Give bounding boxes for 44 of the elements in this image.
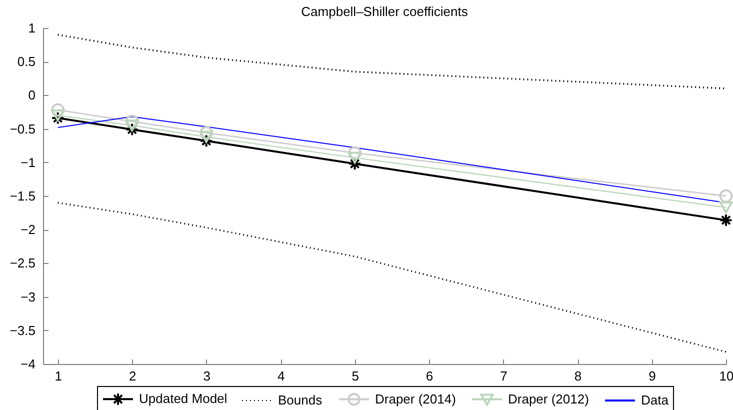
y-tick-label: 0 xyxy=(28,88,36,103)
point xyxy=(348,157,362,170)
x-tick-label: 2 xyxy=(128,368,136,384)
point xyxy=(125,120,139,132)
legend-label: Draper (2012) xyxy=(508,391,589,406)
point xyxy=(348,146,362,160)
y-tick-label: −1 xyxy=(20,154,36,170)
point xyxy=(348,152,362,164)
y-tick-label: −2 xyxy=(20,222,36,238)
x-tick-label: 5 xyxy=(352,368,359,384)
x-tick-label: 1 xyxy=(54,368,62,384)
point xyxy=(51,111,65,125)
y-tick-label: −3.5 xyxy=(10,322,36,338)
point xyxy=(719,189,733,203)
point xyxy=(200,134,214,148)
legend-label: Bounds xyxy=(278,392,323,408)
y-tick-label: −4 xyxy=(20,356,36,372)
x-tick-label: 6 xyxy=(426,368,434,384)
point xyxy=(51,103,65,117)
point xyxy=(719,213,733,227)
y-tick-label: 1 xyxy=(28,20,36,36)
x-tick-label: 3 xyxy=(203,368,210,384)
point xyxy=(200,126,214,140)
chart-title: Campbell–Shiller coefficients xyxy=(301,4,468,19)
y-tick-label: −1.5 xyxy=(10,188,36,204)
y-tick-label: −3 xyxy=(20,289,36,304)
legend-label: Data xyxy=(641,392,670,408)
point xyxy=(51,109,65,122)
point xyxy=(200,130,214,143)
x-tick-label: 7 xyxy=(500,368,508,384)
y-tick-label: −2.5 xyxy=(10,256,36,271)
x-tick-label: 4 xyxy=(277,368,285,384)
x-tick-label: 9 xyxy=(648,368,656,384)
y-tick-label: 0.5 xyxy=(17,54,36,70)
x-tick-label: 10 xyxy=(719,368,733,384)
line-series xyxy=(56,34,727,90)
point xyxy=(719,201,733,214)
legend-label: Updated Model xyxy=(139,391,228,406)
line-series xyxy=(57,202,727,353)
x-tick-label: 8 xyxy=(574,368,582,384)
y-tick-label: −0.5 xyxy=(10,121,36,136)
legend-label: Draper (2014) xyxy=(375,391,456,406)
point xyxy=(125,122,139,136)
point xyxy=(125,114,139,128)
